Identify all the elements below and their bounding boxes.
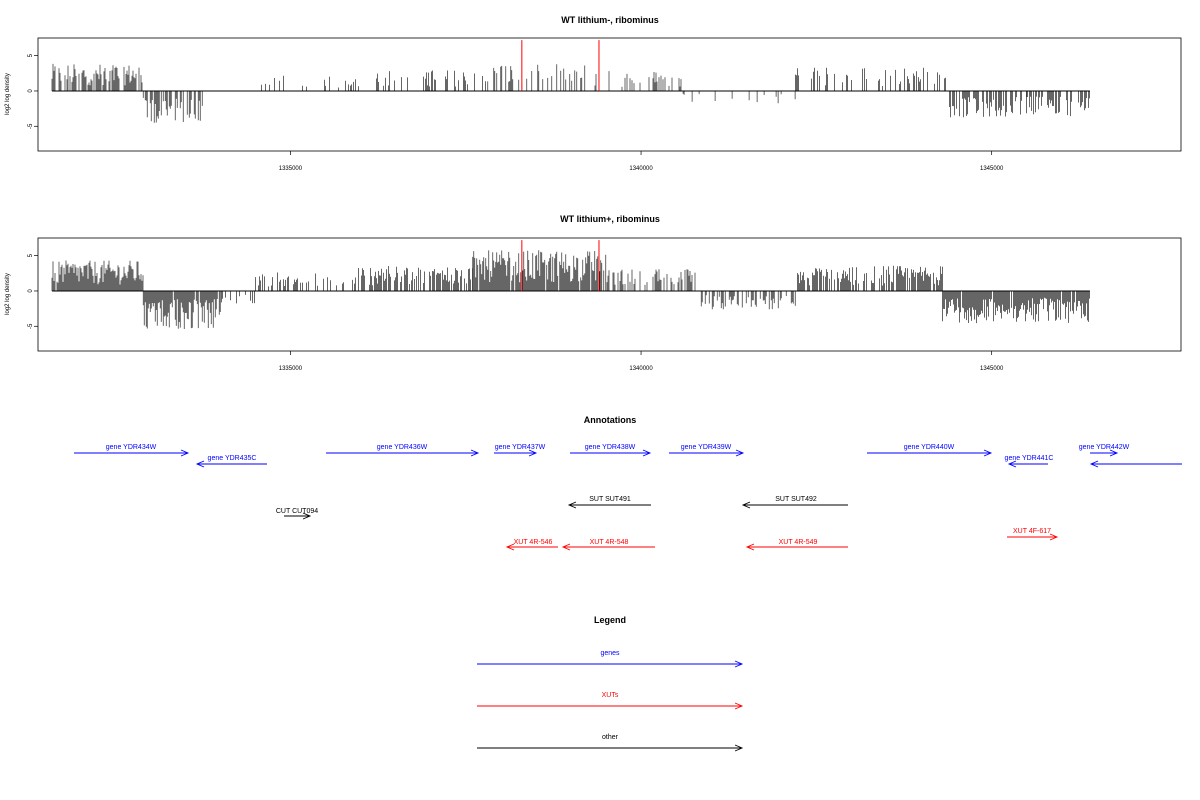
arrowhead-icon <box>567 501 577 509</box>
arrowhead-icon <box>735 449 745 457</box>
x-tick-label: 1345000 <box>980 166 1004 172</box>
annotation-feature: XUT 4F-617 <box>1007 528 1059 541</box>
annotation-label: SUT SUT491 <box>589 496 631 503</box>
highlight-bars <box>521 40 600 91</box>
annotation-label: XUT 4F-617 <box>1013 528 1051 535</box>
arrowhead-icon <box>470 449 480 457</box>
annotation-features: gene YDR434W gene YDR435C gene YDR436W gene… <box>74 444 1182 551</box>
legend-label: genes <box>600 650 620 657</box>
plot-frame <box>37 237 1182 352</box>
legend-label: other <box>602 734 619 741</box>
y-tick-label: 0 <box>28 89 34 93</box>
arrowhead-icon <box>741 501 751 509</box>
legend: Legend genes XUTs other <box>477 615 744 752</box>
plot-frame <box>37 37 1182 152</box>
highlight-bars <box>521 240 600 291</box>
legend-item: genes <box>477 650 744 668</box>
annotation-label: CUT CUT094 <box>276 508 318 515</box>
arrowhead-icon <box>734 744 744 752</box>
annotation-feature: SUT SUT491 <box>567 496 651 509</box>
annotation-label: XUT 4R-549 <box>779 539 818 546</box>
coverage-bars <box>51 250 1090 329</box>
arrowhead-icon <box>1007 460 1017 468</box>
annotation-feature <box>1089 460 1182 468</box>
legend-item: XUTs <box>477 692 744 710</box>
arrowhead-icon <box>734 702 744 710</box>
arrowhead-icon <box>528 449 538 457</box>
arrowhead-icon <box>642 449 652 457</box>
x-tick-label: 1345000 <box>980 366 1004 372</box>
annotation-feature: XUT 4R-549 <box>745 539 848 551</box>
x-tick-label: 1340000 <box>629 366 653 372</box>
y-axis: 5 0 -5 <box>28 253 38 329</box>
coverage-bars <box>51 63 1090 123</box>
annotation-feature: gene YDR438W <box>570 444 652 457</box>
annotation-label: gene YDR442W <box>1079 444 1130 451</box>
annotation-feature: gene YDR439W <box>669 444 745 457</box>
annotation-label: gene YDR435C <box>208 455 257 462</box>
annotation-label: gene YDR438W <box>585 444 636 451</box>
annotation-feature: gene YDR442W <box>1079 444 1130 457</box>
x-tick-label: 1340000 <box>629 166 653 172</box>
annotation-feature: gene YDR440W <box>867 444 993 457</box>
arrowhead-icon <box>195 460 205 468</box>
y-axis-label: log2 log density <box>5 273 11 315</box>
y-axis: 5 0 -5 <box>28 53 38 129</box>
y-tick-label: 0 <box>28 289 34 293</box>
arrowhead-icon <box>505 543 515 551</box>
arrowhead-icon <box>1049 533 1059 541</box>
legend-items: genes XUTs other <box>477 650 744 752</box>
annotation-label: XUT 4R-548 <box>590 539 629 546</box>
annotation-label: gene YDR434W <box>106 444 157 451</box>
y-tick-label: -5 <box>28 323 34 329</box>
annotation-label: SUT SUT492 <box>775 496 817 503</box>
arrowhead-icon <box>302 512 312 520</box>
annotation-feature: gene YDR435C <box>195 455 267 468</box>
legend-label: XUTs <box>602 692 619 699</box>
coverage-panel-lithium-minus: WT lithium-, ribominus log2 log density … <box>5 15 1182 172</box>
annotation-label: XUT 4R-546 <box>514 539 553 546</box>
legend-item: other <box>477 734 744 752</box>
annotation-feature: XUT 4R-548 <box>561 539 655 551</box>
x-tick-label: 1335000 <box>279 366 303 372</box>
arrowhead-icon <box>180 449 190 457</box>
x-axis: 1335000 1340000 1345000 <box>279 351 1004 372</box>
arrowhead-icon <box>734 660 744 668</box>
annotations-title: Annotations <box>584 415 637 425</box>
arrowhead-icon <box>561 543 571 551</box>
y-axis-label: log2 log density <box>5 73 11 115</box>
annotation-feature: SUT SUT492 <box>741 496 848 509</box>
annotation-label: gene YDR439W <box>681 444 732 451</box>
annotation-label: gene YDR440W <box>904 444 955 451</box>
annotation-label: gene YDR436W <box>377 444 428 451</box>
legend-title: Legend <box>594 615 626 625</box>
annotation-feature: gene YDR436W <box>326 444 480 457</box>
annotation-feature: gene YDR434W <box>74 444 190 457</box>
arrowhead-icon <box>745 543 755 551</box>
coverage-panel-lithium-plus: WT lithium+, ribominus log2 log density … <box>5 214 1182 372</box>
annotation-feature: gene YDR437W <box>494 444 546 457</box>
panel-title: WT lithium+, ribominus <box>560 214 660 224</box>
x-axis: 1335000 1340000 1345000 <box>279 151 1004 172</box>
y-tick-label: 5 <box>28 53 34 57</box>
y-tick-label: 5 <box>28 253 34 257</box>
annotation-label: gene YDR437W <box>495 444 546 451</box>
annotation-feature: gene YDR441C <box>1005 455 1054 468</box>
panel-title: WT lithium-, ribominus <box>561 15 659 25</box>
annotation-feature: XUT 4R-546 <box>505 539 558 551</box>
x-tick-label: 1335000 <box>279 166 303 172</box>
annotation-feature: CUT CUT094 <box>276 508 318 520</box>
y-tick-label: -5 <box>28 123 34 129</box>
arrowhead-icon <box>983 449 993 457</box>
annotation-label: gene YDR441C <box>1005 455 1054 462</box>
arrowhead-icon <box>1089 460 1099 468</box>
arrowhead-icon <box>1109 449 1119 457</box>
